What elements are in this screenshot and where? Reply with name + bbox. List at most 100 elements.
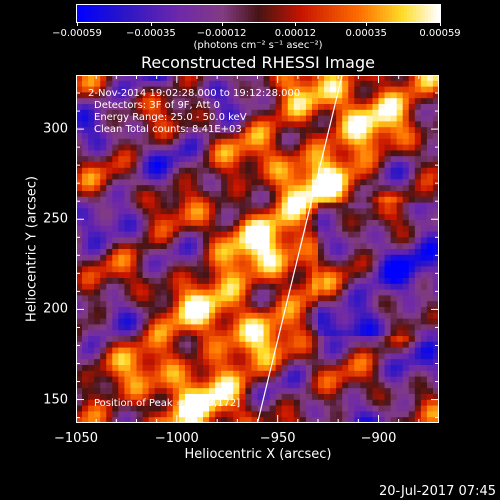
colorbar-segment [170,5,174,22]
colorbar-segment [383,5,387,22]
colorbar-segment [227,5,231,22]
colorbar-segment [410,5,414,22]
colorbar-segment [404,5,408,22]
colorbar-segment [329,5,333,22]
x-tick-label: −950 [259,431,296,446]
colorbar-segment [104,5,108,22]
colorbar-segment [161,5,165,22]
colorbar-segment [356,5,360,22]
colorbar-segment [251,5,255,22]
annotation-peak-position: Position of Peak = [-983,172] [94,398,241,409]
colorbar-segment [218,5,222,22]
colorbar-segment [347,5,351,22]
colorbar-segment [164,5,168,22]
colorbar-segment [266,5,270,22]
colorbar-segment [416,5,420,22]
colorbar-segment [425,5,429,22]
colorbar-tick-label: 0.00012 [274,28,317,39]
annotation-detectors: Detectors: 3F of 9F, Att 0 [94,100,220,111]
colorbar-segment [185,5,189,22]
colorbar-segment [401,5,405,22]
colorbar-segment [317,5,321,22]
colorbar-segment [194,5,198,22]
colorbar-segment [437,5,441,22]
colorbar-segment [233,5,237,22]
colorbar-segment [224,5,228,22]
heatmap-image [76,75,439,423]
colorbar-segment [407,5,411,22]
chart-title: Reconstructed RHESSI Image [141,53,375,72]
colorbar-segment [434,5,438,22]
colorbar-segment [236,5,240,22]
colorbar-segment [95,5,99,22]
colorbar-segment [134,5,138,22]
colorbar-segment [191,5,195,22]
annotation-energy-range: Energy Range: 25.0 - 50.0 keV [94,112,247,123]
colorbar-segment [173,5,177,22]
colorbar-segment [278,5,282,22]
colorbar-segment [131,5,135,22]
colorbar-segment [146,5,150,22]
colorbar-segment [125,5,129,22]
colorbar-segment [353,5,357,22]
colorbar-segment [242,5,246,22]
colorbar-segment [248,5,252,22]
colorbar-segment [101,5,105,22]
x-tick-label: −1000 [154,431,199,446]
colorbar-segment [176,5,180,22]
y-tick-label: 300 [43,121,68,137]
y-tick-label: 200 [43,301,68,317]
colorbar-segment [419,5,423,22]
colorbar-segment [323,5,327,22]
colorbar-segment [428,5,432,22]
colorbar-segment [137,5,141,22]
colorbar-segment [188,5,192,22]
colorbar-segment [107,5,111,22]
colorbar-segment [284,5,288,22]
annotation-time-range: 2-Nov-2014 19:02:28.000 to 19:12:28.000 [88,88,301,99]
colorbar-segment [431,5,435,22]
colorbar-tick-mark [366,22,368,26]
colorbar-segment [338,5,342,22]
colorbar-segment [272,5,276,22]
colorbar-segment [257,5,261,22]
colorbar-segment [377,5,381,22]
colorbar-segment [413,5,417,22]
y-tick-label: 250 [43,211,68,227]
solar-limb-line [256,75,343,423]
colorbar-units: (photons cm⁻² s⁻¹ asec⁻²) [193,40,323,51]
colorbar-segment [206,5,210,22]
colorbar [76,4,441,23]
colorbar-segment [344,5,348,22]
colorbar-segment [281,5,285,22]
colorbar-tick-label: −0.00059 [52,28,102,39]
colorbar-tick-mark [440,22,441,26]
colorbar-segment [341,5,345,22]
colorbar-segment [98,5,102,22]
colorbar-segment [308,5,312,22]
colorbar-segment [260,5,264,22]
colorbar-segment [392,5,396,22]
x-tick-label: −900 [360,431,397,446]
colorbar-segment [230,5,234,22]
colorbar-segment [200,5,204,22]
colorbar-segment [116,5,120,22]
colorbar-tick-label: 0.00059 [419,28,461,39]
colorbar-segment [77,5,81,22]
colorbar-segment [113,5,117,22]
y-tick-label: 150 [43,392,68,408]
plot-area: 2-Nov-2014 19:02:28.000 to 19:12:28.000 … [76,75,439,423]
colorbar-segment [290,5,294,22]
colorbar-segment [293,5,297,22]
colorbar-segment [167,5,171,22]
colorbar-segment [89,5,93,22]
colorbar-segment [152,5,156,22]
colorbar-segment [140,5,144,22]
colorbar-segment [275,5,279,22]
colorbar-segment [365,5,369,22]
colorbar-segment [158,5,162,22]
colorbar-segment [143,5,147,22]
colorbar-segment [422,5,426,22]
colorbar-tick-label: 0.00035 [345,28,387,39]
colorbar-segment [350,5,354,22]
